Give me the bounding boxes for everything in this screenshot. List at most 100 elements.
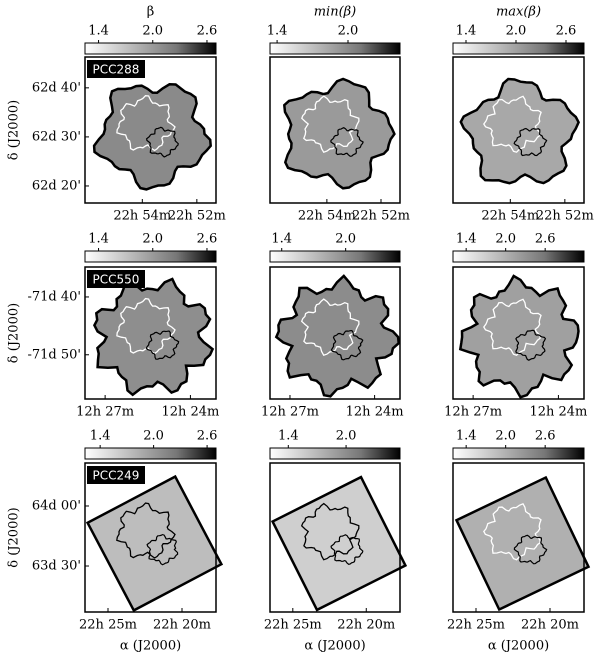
x-tick-label: 22h 52m [352,209,410,224]
x-tick-label: 22h 25m [264,618,322,633]
contour [330,127,364,157]
x-tick-label: 22h 54m [113,209,171,224]
y-tick-label: 63d 30' [32,559,81,574]
map-image [282,77,396,190]
panel-frame [84,56,217,204]
contour [513,534,548,565]
x-tick-label: 22h 20m [337,618,395,633]
colorbar-tick-label: 1.4 [271,232,292,247]
colorbar [269,447,401,460]
colorbar-tick-label: 2.6 [556,24,577,39]
x-axis-label: α (J2000) [488,639,549,654]
x-tick-label: 22h 25m [79,618,137,633]
source-label: PCC288 [93,63,140,77]
colorbar-tick-label: 1.4 [456,429,477,444]
colorbar-tick-label: 2.6 [197,429,218,444]
map-region [282,77,396,190]
source-label-bg [87,466,145,484]
map-region [92,277,215,397]
colorbar-tick-label: 2.6 [197,24,218,39]
y-tick-label: 62d 30' [32,129,81,144]
colorbar [84,447,217,460]
colorbar-tick-label: 1.4 [88,232,109,247]
panel-frame [269,462,401,613]
contour [513,127,548,157]
colorbar [84,42,217,55]
map-image [454,475,591,612]
source-label-bg [87,270,145,288]
panel-frame [452,56,585,204]
y-tick-label: -71d 50' [27,347,81,362]
x-tick-label: 22h 20m [521,618,579,633]
map-image [92,83,212,191]
map-region [274,274,401,398]
source-label: PCC550 [93,273,140,287]
panel-title: min(β) [314,5,357,20]
x-tick-label: 22h 54m [481,209,539,224]
colorbar [452,447,585,460]
map-region [454,475,591,612]
map-image [459,77,580,185]
colorbar-tick-label: 1.4 [90,429,111,444]
y-tick-label: 62d 20' [32,178,81,193]
map-region [270,475,408,612]
contour [483,298,542,356]
y-tick-label: 64d 00' [32,498,81,513]
x-axis-label: α (J2000) [304,639,365,654]
colorbar-tick-label: 2.0 [495,232,516,247]
map-region [85,474,224,613]
colorbar-tick-label: 2.6 [535,429,556,444]
panel-title: max(β) [496,5,541,20]
colorbar [452,42,585,55]
contour [483,95,542,153]
contour [301,95,360,153]
colorbar [84,250,217,263]
x-axis-label: α (J2000) [120,639,181,654]
contour [145,330,180,360]
x-tick-label: 22h 20m [153,618,211,633]
colorbar-tick-label: 2.6 [535,232,556,247]
colorbar [452,250,585,263]
x-tick-label: 12h 27m [261,405,319,420]
contour [330,329,364,361]
y-axis-label: δ (J2000) [7,507,22,567]
contour [116,95,176,152]
x-tick-label: 12h 24m [346,405,404,420]
x-tick-label: 22h 54m [298,209,356,224]
colorbar-tick-label: 2.0 [143,429,164,444]
panel-frame [84,462,217,613]
panel-title: β [147,5,155,20]
colorbar-tick-label: 2.0 [495,429,516,444]
source-label: PCC249 [93,469,140,483]
contour [300,298,360,356]
colorbar-tick-label: 1.4 [88,24,109,39]
map-image [92,277,215,397]
y-axis-label: δ (J2000) [7,100,22,160]
colorbar-tick-label: 1.4 [278,429,299,444]
x-tick-label: 22h 52m [536,209,594,224]
colorbar-tick-label: 2.0 [335,232,356,247]
colorbar-tick-label: 1.4 [267,24,288,39]
colorbar-tick-label: 2.6 [197,232,218,247]
map-image [270,475,408,612]
contour [146,533,179,566]
contour [116,297,176,355]
x-tick-label: 12h 27m [444,405,502,420]
panel-frame [452,266,585,400]
colorbar-tick-label: 2.0 [142,232,163,247]
panel-frame [269,266,401,400]
contour [483,502,542,561]
map-image [458,274,580,399]
contour [145,126,179,158]
y-tick-label: -71d 40' [27,289,81,304]
map-image [274,274,401,398]
y-tick-label: 62d 40' [32,80,81,95]
map-image [85,474,224,613]
x-tick-label: 22h 25m [447,618,505,633]
map-region [92,83,212,191]
x-tick-label: 22h 52m [168,209,226,224]
colorbar-tick-label: 1.4 [456,232,477,247]
colorbar-tick-label: 2.0 [506,24,527,39]
x-tick-label: 12h 24m [529,405,587,420]
